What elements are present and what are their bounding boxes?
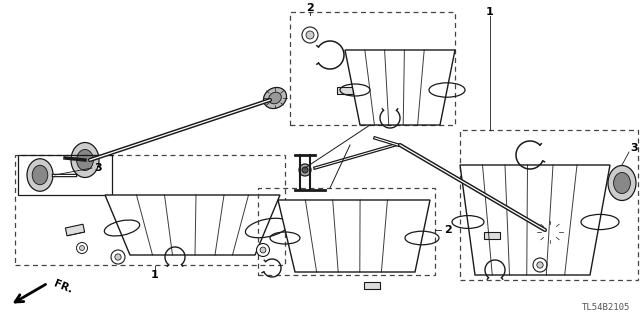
Ellipse shape xyxy=(299,164,311,176)
Ellipse shape xyxy=(264,87,287,108)
Ellipse shape xyxy=(608,166,636,201)
Ellipse shape xyxy=(71,143,99,177)
Ellipse shape xyxy=(537,262,543,268)
Text: 3: 3 xyxy=(630,143,638,153)
Polygon shape xyxy=(484,232,500,239)
Ellipse shape xyxy=(77,242,88,254)
Ellipse shape xyxy=(27,159,53,191)
Ellipse shape xyxy=(538,221,563,243)
Polygon shape xyxy=(65,224,84,236)
Ellipse shape xyxy=(533,258,547,272)
Ellipse shape xyxy=(269,92,282,104)
Text: 2: 2 xyxy=(306,3,314,13)
Polygon shape xyxy=(460,165,610,275)
Ellipse shape xyxy=(302,27,318,43)
Ellipse shape xyxy=(306,31,314,39)
Polygon shape xyxy=(105,195,280,255)
Ellipse shape xyxy=(79,246,84,250)
Text: TL54B2105: TL54B2105 xyxy=(582,303,630,313)
Text: 1: 1 xyxy=(151,270,159,280)
Polygon shape xyxy=(345,50,455,125)
Ellipse shape xyxy=(111,250,125,264)
Ellipse shape xyxy=(115,254,121,260)
Text: 2: 2 xyxy=(444,225,452,235)
Ellipse shape xyxy=(614,173,630,194)
Text: 1: 1 xyxy=(486,7,494,17)
Polygon shape xyxy=(278,200,430,272)
Polygon shape xyxy=(364,281,380,288)
Ellipse shape xyxy=(257,243,269,256)
Ellipse shape xyxy=(260,247,266,253)
Text: FR.: FR. xyxy=(52,279,74,295)
Ellipse shape xyxy=(543,226,557,238)
Polygon shape xyxy=(337,86,353,93)
Ellipse shape xyxy=(302,167,308,173)
Ellipse shape xyxy=(77,150,93,170)
Ellipse shape xyxy=(32,165,48,185)
Text: 3: 3 xyxy=(94,163,102,173)
